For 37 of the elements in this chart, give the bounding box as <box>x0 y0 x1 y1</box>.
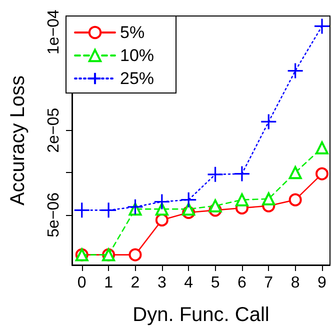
point <box>287 62 304 80</box>
point <box>180 192 197 208</box>
point <box>206 166 224 183</box>
point <box>208 199 222 212</box>
point <box>234 166 250 182</box>
x-tick-label: 8 <box>290 274 300 292</box>
x-tick-label: 7 <box>264 274 274 292</box>
point <box>288 166 302 180</box>
x-tick-label: 0 <box>77 274 86 292</box>
point <box>126 198 144 216</box>
point <box>262 192 276 206</box>
point <box>288 193 302 206</box>
point <box>260 113 277 130</box>
point <box>235 193 248 206</box>
point <box>316 167 328 180</box>
x-tick-label: 9 <box>318 274 327 292</box>
point <box>128 248 142 262</box>
x-tick-label: 1 <box>104 274 114 292</box>
point <box>182 202 196 216</box>
legend-label: 5% <box>120 23 145 42</box>
point <box>100 202 117 218</box>
y-tick-label: 1e−04 <box>46 9 62 54</box>
x-tick-label: 4 <box>184 274 194 292</box>
point <box>314 18 330 34</box>
y-axis-title: Accuracy Loss <box>7 75 29 206</box>
legend-label: 10% <box>120 46 154 65</box>
y-tick-label: 5e−06 <box>46 192 62 238</box>
x-tick-label: 2 <box>130 274 140 292</box>
y-tick-label: 2e−05 <box>46 108 62 153</box>
point <box>154 193 170 210</box>
x-tick-label: 3 <box>157 274 166 292</box>
point <box>315 141 328 154</box>
x-tick-label: 6 <box>238 274 246 292</box>
x-axis-title: Dyn. Func. Call <box>132 304 270 326</box>
legend-label: 25% <box>120 69 154 88</box>
x-tick-label: 5 <box>210 274 220 292</box>
point <box>74 202 90 218</box>
